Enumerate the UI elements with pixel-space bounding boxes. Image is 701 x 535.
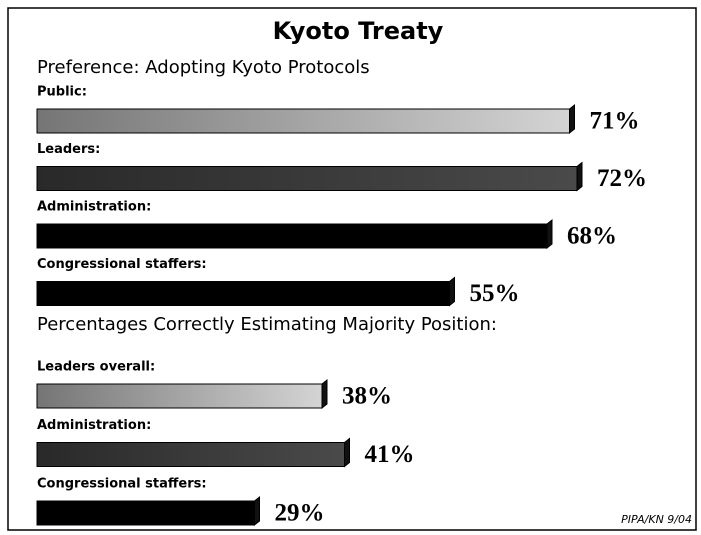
bar-end [254,495,260,527]
category-label: Administration: [37,200,151,215]
value-label: 29% [275,500,325,527]
frame [7,7,697,531]
value-label: 71% [590,108,640,135]
bar [36,223,548,249]
source-note: PIPA/KN 9/04 [621,513,692,526]
value-label: 41% [365,441,415,468]
chart-title: Kyoto Treaty [273,17,444,45]
category-label: Congressional staffers: [37,257,207,272]
value-label: 55% [470,280,520,307]
category-label: Congressional staffers: [37,477,207,492]
bar [36,383,323,409]
bar-end [344,437,350,468]
bar-end [449,276,455,307]
bar [36,442,345,467]
category-label: Administration: [37,418,151,433]
category-label: Leaders overall: [37,360,155,375]
bar [36,108,570,134]
bar [36,281,450,306]
category-label: Public: [37,85,87,100]
bar-end [569,103,575,135]
value-label: 68% [567,223,617,250]
bar [36,500,255,526]
bar [36,166,578,191]
bar-end [546,218,553,250]
category-label: Leaders: [37,142,100,157]
chart-subtitle: Percentages Correctly Estimating Majorit… [37,314,497,335]
value-label: 38% [342,383,392,410]
chart-subtitle: Preference: Adopting Kyoto Protocols [37,57,370,78]
bar-end [321,378,328,410]
value-label: 72% [597,165,647,192]
bar-end [576,161,583,192]
